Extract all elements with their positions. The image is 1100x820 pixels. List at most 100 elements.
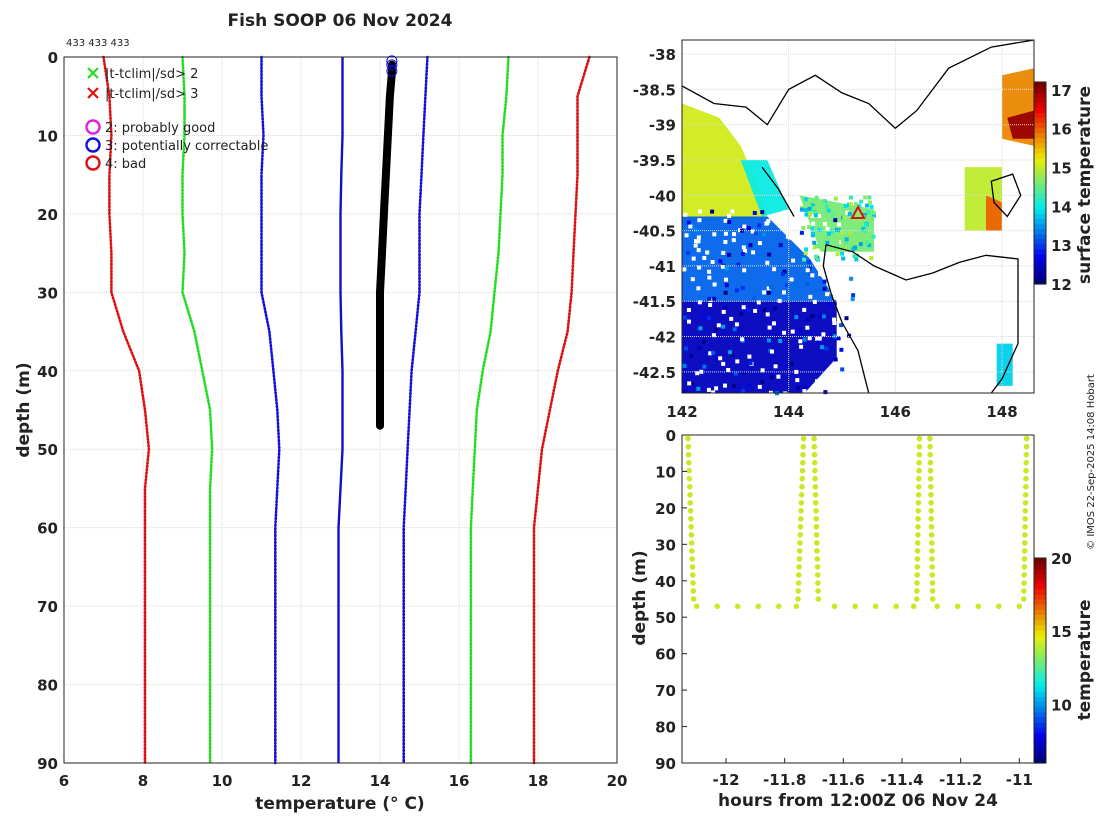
colorbar-band	[1034, 604, 1046, 610]
flinders-island-outline	[990, 173, 1022, 218]
legend-label: |t-tclim|/sd> 2	[105, 67, 198, 82]
time-depth-colorbar: 10 15 20	[1033, 550, 1072, 764]
sst-pixel	[840, 251, 845, 256]
time-depth-points	[685, 435, 1030, 610]
cast-point	[928, 492, 934, 498]
king-island-outline	[761, 166, 795, 217]
cast-point	[690, 580, 696, 586]
legend-x-marker	[87, 87, 99, 99]
sst-pixel	[833, 236, 838, 240]
sst-pixel	[702, 364, 707, 369]
cast-point	[1021, 556, 1028, 562]
colorbar-band	[1034, 112, 1046, 118]
sst-pixel	[767, 325, 772, 330]
sst-pixel	[812, 299, 817, 304]
sst-pixel	[752, 295, 756, 300]
sst-pixel	[712, 282, 717, 287]
sst-pixel	[730, 352, 735, 357]
colorbar-band	[1034, 172, 1046, 179]
profile-y-tick-label: 20	[37, 206, 58, 224]
sst-pixel	[798, 339, 803, 344]
profile-y-axis-label: depth (m)	[14, 362, 34, 457]
sst-pixel	[760, 368, 765, 373]
cast-point	[1022, 540, 1028, 546]
chart-title: Fish SOOP 06 Nov 2024	[228, 11, 453, 31]
sst-pixel	[868, 200, 872, 205]
cast-point	[686, 459, 692, 466]
sst-pixel	[711, 390, 716, 395]
colorbar-band	[1034, 87, 1046, 93]
time-depth-x-tick-label: -11.6	[822, 771, 865, 789]
sst-pixel	[803, 208, 808, 213]
coastline-segment	[825, 244, 1019, 394]
time-depth-y-tick-label: 40	[655, 573, 676, 591]
cast-point	[798, 500, 805, 506]
cast-point	[690, 588, 697, 594]
sst-pixel	[806, 260, 811, 264]
sst-pixel	[769, 375, 774, 380]
colorbar-band	[1034, 573, 1046, 580]
cast-point	[927, 435, 933, 442]
cast-point	[815, 580, 821, 586]
flag-marker	[386, 65, 398, 77]
sst-pixel	[837, 307, 842, 311]
colorbar-band	[1034, 198, 1046, 204]
sst-pixel	[790, 329, 795, 334]
sst-pixel	[845, 303, 850, 308]
sst-pixel	[848, 234, 852, 239]
sst-pixel	[839, 230, 844, 235]
sst-pixel	[805, 317, 810, 322]
sst-patch	[740, 160, 789, 217]
colorbar-band	[1034, 701, 1046, 708]
sst-pixel	[803, 197, 808, 202]
sst-pixel	[871, 234, 876, 239]
map-colorbar-tick: 16	[1051, 121, 1072, 139]
colorbar-band	[1034, 162, 1046, 169]
colorbar-band	[1034, 253, 1046, 260]
sst-pixel	[686, 251, 690, 255]
sst-pixel	[802, 337, 807, 342]
cast-point	[689, 564, 696, 570]
cast-point	[812, 492, 819, 498]
sst-pixel	[766, 219, 771, 223]
colorbar-band	[1034, 727, 1046, 733]
bottom-point	[893, 603, 899, 610]
sst-pixel	[770, 372, 775, 377]
sst-patch	[682, 103, 768, 224]
sst-pixel	[687, 319, 691, 324]
sst-pixel	[845, 210, 850, 215]
sst-pixel	[778, 339, 783, 343]
cast-point	[813, 532, 820, 538]
sst-pixel	[810, 226, 815, 231]
colorbar-band	[1034, 629, 1046, 636]
sst-pixel	[714, 386, 719, 391]
time-depth-y-tick-label: 90	[655, 755, 676, 773]
observed-profile-line	[376, 60, 396, 430]
bottom-point	[714, 603, 720, 610]
sst-patch	[682, 216, 837, 302]
map-colorbar-label: surface temperature	[1075, 86, 1095, 284]
sst-pixel	[696, 386, 701, 391]
sst-pixel	[691, 256, 696, 261]
time-depth-y-axis-label: depth (m)	[630, 550, 650, 645]
sst-pixel	[812, 206, 817, 211]
sst-field	[682, 68, 1034, 397]
cast-point	[812, 467, 818, 474]
cast-point	[914, 556, 921, 562]
profile-ticks: 6 8 10 12 14 16 18 20 0 10 20 30 40 50 60 70 80 90	[37, 49, 627, 790]
sst-pixel	[766, 290, 771, 295]
time-depth-x-tick-label: -11.2	[939, 771, 982, 789]
sst-pixel	[789, 226, 794, 231]
cast-point	[796, 548, 803, 554]
sst-pixel	[729, 316, 734, 321]
cast-point	[928, 532, 935, 538]
sst-pixel	[851, 247, 856, 252]
profile-x-tick-label: 12	[291, 772, 312, 790]
colorbar-band	[1034, 193, 1046, 199]
profile-x-tick-label: 14	[370, 772, 391, 790]
map-ticks: 142 144 146 148 -38 -38.5 -39 -39.5 -40 -40.5 -41 -…	[633, 46, 1018, 421]
sst-pixel	[757, 384, 762, 389]
cast-point	[1021, 588, 1027, 594]
profile-y-tick-label: 40	[37, 363, 58, 381]
sst-pixel	[851, 293, 856, 298]
